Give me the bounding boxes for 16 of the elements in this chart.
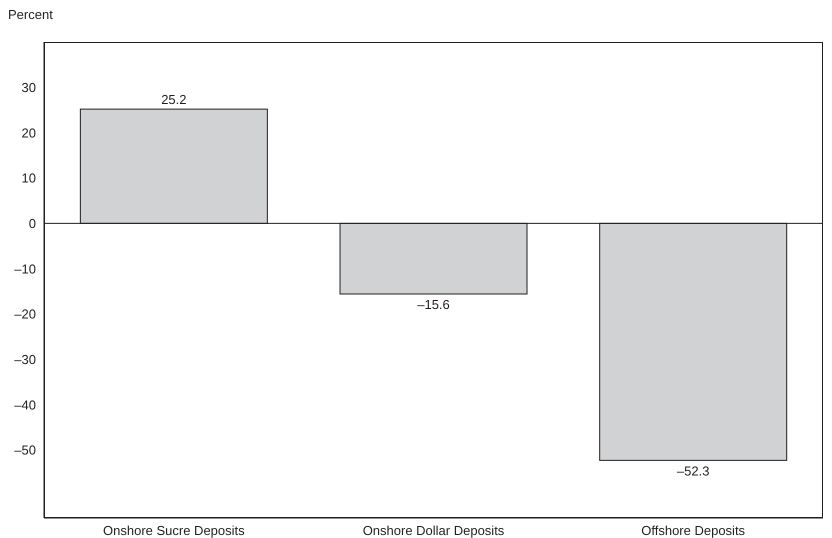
y-tick-label: 10 [22,170,36,186]
y-axis-title: Percent [8,7,53,22]
y-tick-label: –20 [14,306,36,322]
y-tick-label: –30 [14,352,36,367]
x-tick-label: Onshore Dollar Deposits [362,523,505,538]
data-label: 25.2 [161,92,187,108]
y-tick-label: 0 [28,216,36,231]
y-tick-label: 30 [22,80,36,95]
y-tick-label: –40 [14,397,36,412]
y-tick-label: –10 [14,261,36,276]
x-tick-label: Onshore Sucre Deposits [103,523,246,538]
y-tick-label: 20 [22,125,36,140]
y-tick-label: –50 [14,442,36,458]
data-label: –52.3 [676,463,710,478]
x-tick-label: Offshore Deposits [641,523,746,538]
data-label: –15.6 [417,297,450,312]
